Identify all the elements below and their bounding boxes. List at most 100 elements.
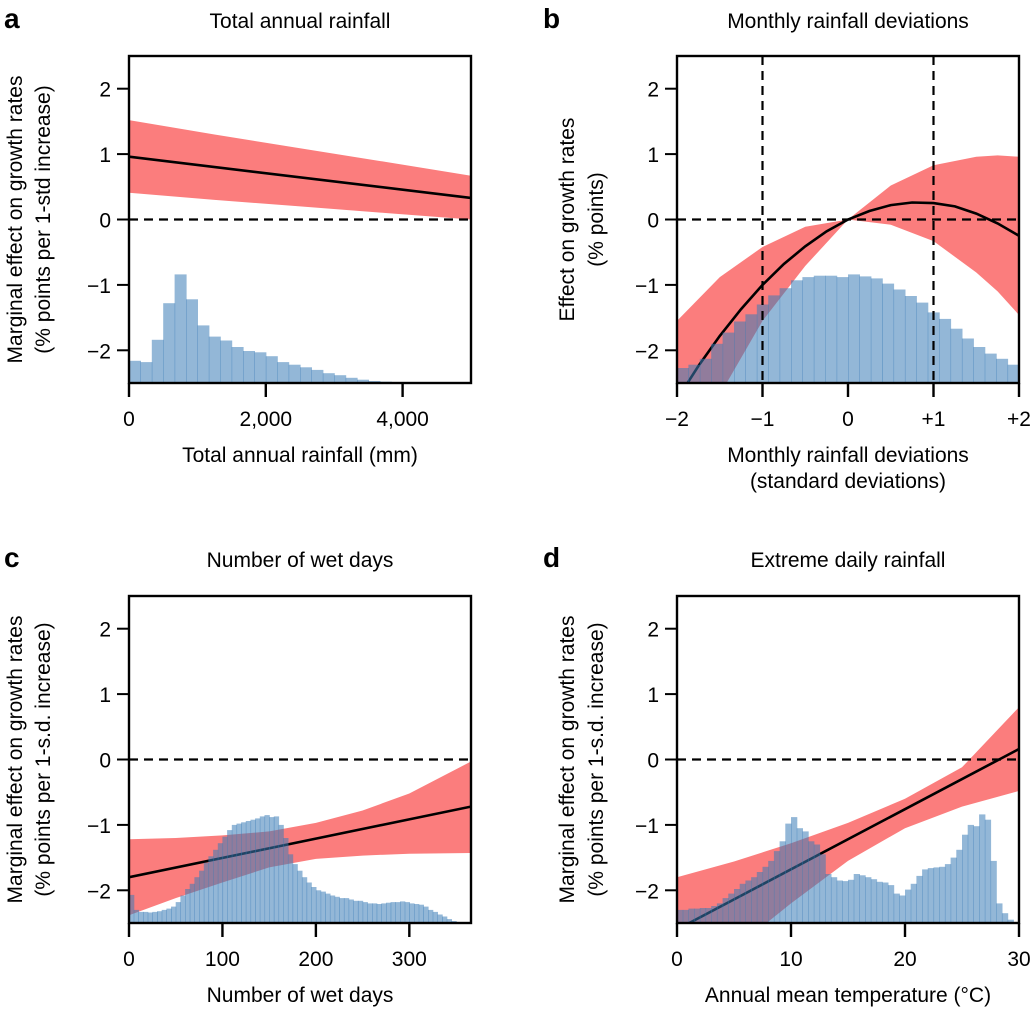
y-tick-label: 2 [99,79,111,102]
histogram-bar [848,879,855,923]
y-tick-label: 0 [647,750,659,773]
histogram-bar [259,816,266,923]
y-tick-label: −2 [635,340,659,363]
y-tick-label: −1 [635,815,659,838]
histogram-bar [950,857,957,923]
histogram-bar [129,894,135,923]
histogram-bar [311,887,317,923]
histogram-bar [133,909,139,923]
y-axis-label: (% points) [585,172,608,267]
histogram-bar [739,883,746,923]
y-axis-label: Marginal effect on growth rates [4,76,27,364]
x-axis-label: Monthly rainfall deviations [727,444,969,467]
histogram-bar [716,903,724,923]
histogram-bar [785,823,792,923]
x-tick-label: 10 [779,948,802,971]
histogram-bar [306,882,312,923]
histogram-bar [802,831,809,923]
histogram-bar [320,891,326,923]
plot-area [129,120,471,383]
histogram-bar [808,841,815,923]
histogram-bar [231,824,238,923]
histogram-bar [745,880,752,923]
histogram-bar [322,373,335,383]
histogram-bar [151,339,164,383]
histogram-bar [705,908,712,923]
histogram-bar [904,296,917,383]
x-tick-label: −1 [751,408,775,431]
histogram-bar [899,895,906,923]
confidence-band [129,120,471,220]
histogram-bar [876,881,883,923]
histogram-bar [1001,913,1009,923]
histogram-bar [830,877,838,923]
panel-letter: d [543,542,560,573]
histogram-bar [292,864,298,923]
histogram-bar [870,278,883,383]
y-tick-label: 2 [647,619,659,642]
histogram-bar [301,877,308,923]
histogram-bar [1007,364,1019,383]
histogram-bar [791,280,803,383]
histogram-bar [372,903,378,923]
histogram-bar [418,904,424,923]
histogram-bar [910,883,917,923]
y-tick-label: 0 [99,210,111,233]
histogram-bar [283,838,289,923]
histogram-bar [882,283,895,383]
x-tick-label: 200 [298,948,333,971]
histogram-bar [189,883,195,923]
histogram-bar [288,364,301,383]
histogram-bar [688,364,701,383]
histogram-bar [796,828,803,923]
y-tick-label: 1 [99,144,111,167]
y-tick-label: 2 [647,79,659,102]
histogram-bar [329,895,336,923]
histogram-bar [722,332,735,383]
panel-title: Number of wet days [207,549,394,572]
histogram-bar [400,901,406,923]
histogram-bar [836,880,843,923]
histogram-bar [250,819,256,923]
panel-d: 210−1−20 10 20 30d Extreme daily rainfallAnn… [543,542,1031,1007]
y-tick-label: 0 [99,750,111,773]
histogram-bar [180,895,186,923]
histogram-bar [203,862,210,923]
histogram-bar [677,368,689,383]
x-tick-label: 0 [842,408,854,431]
histogram-bar [779,841,786,923]
histogram-bar [927,868,935,923]
panel-title: Total annual rainfall [210,10,391,33]
histogram-bar [404,902,410,923]
histogram-bar [773,851,781,923]
panel-title: Monthly rainfall deviations [727,10,969,33]
histogram-bar [711,343,724,383]
x-tick-label: +2 [1007,408,1031,431]
y-tick-label: −1 [87,275,111,298]
histogram-bar [166,908,172,923]
histogram-bar [745,314,758,383]
panel-letter: c [4,542,20,573]
histogram-bar [129,360,141,383]
histogram-bar [353,900,359,923]
histogram-bar [273,816,280,923]
x-tick-label: 4,000 [376,408,429,431]
histogram-bar [300,367,312,383]
x-axis-label: (standard deviations) [750,470,946,493]
histogram-bar [287,854,294,923]
x-tick-label: 30 [1007,948,1030,971]
histogram-bar [147,912,153,923]
histogram-bar [362,902,368,923]
histogram-bar [442,916,448,923]
histogram-bar [1007,919,1014,923]
histogram-bar [853,874,860,923]
histogram-bar [893,289,906,383]
histogram-bar [311,369,324,383]
histogram-bar [779,288,792,383]
x-tick-label: −2 [665,408,689,431]
histogram-bar [756,872,764,923]
histogram-bar [175,902,181,923]
histogram-bar [376,904,382,923]
y-tick-label: −1 [635,275,659,298]
